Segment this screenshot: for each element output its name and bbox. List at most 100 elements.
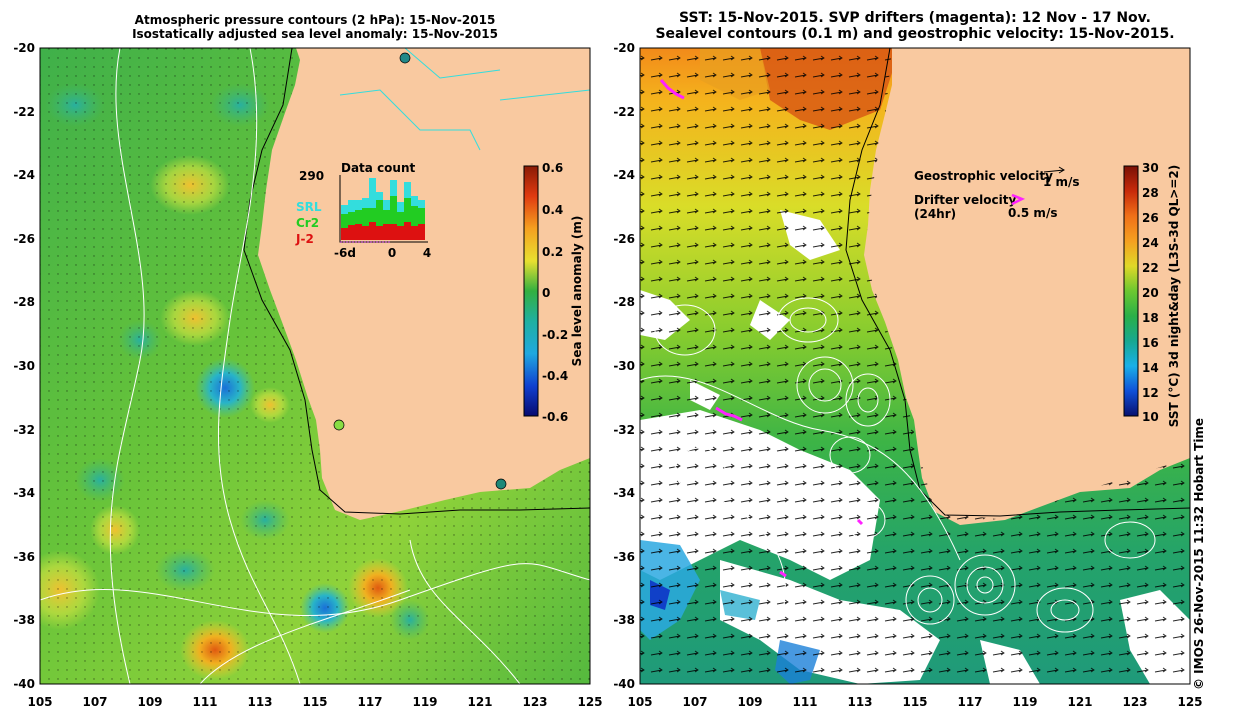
bar-srl xyxy=(397,202,404,212)
sealevel-contours xyxy=(640,297,1156,633)
bar-cr2 xyxy=(369,208,376,222)
left-map xyxy=(40,48,590,684)
left-map-title: Atmospheric pressure contours (2 hPa): 1… xyxy=(40,13,590,41)
bar-srl xyxy=(369,178,376,208)
right-map xyxy=(640,48,1190,684)
legend-srl: SRL xyxy=(296,200,322,214)
right-y-tick: -40 xyxy=(613,677,635,691)
right-y-tick: -30 xyxy=(613,359,635,373)
left-x-axis: 105 107 109 111 113 115 117 119 121 123 … xyxy=(27,695,602,709)
right-map-title: SST: 15-Nov-2015. SVP drifters (magenta)… xyxy=(640,10,1190,42)
drifter-scale: 0.5 m/s xyxy=(1008,206,1057,220)
right-x-tick: 125 xyxy=(1177,695,1202,709)
bar-cr2 xyxy=(383,210,390,224)
bar-cr2 xyxy=(418,208,425,224)
left-x-tick: 123 xyxy=(522,695,547,709)
left-x-tick: 111 xyxy=(192,695,217,709)
right-x-axis: 105 107 109 111 113 115 117 119 121 123 … xyxy=(627,695,1202,709)
data-count-title: Data count xyxy=(341,161,416,175)
right-x-tick: 109 xyxy=(737,695,762,709)
bar-j2 xyxy=(362,226,369,240)
left-x-tick: 119 xyxy=(412,695,437,709)
australia-land xyxy=(258,48,590,520)
bar-j2 xyxy=(390,224,397,240)
drifter-velocity-label: Drifter velocity xyxy=(914,193,1016,207)
sst-colorbar-tick: 12 xyxy=(1142,386,1159,400)
geostrophic-scale: 1 m/s xyxy=(1043,175,1080,189)
left-y-tick: -30 xyxy=(13,359,35,373)
bar-j2 xyxy=(383,224,390,240)
right-y-tick: -20 xyxy=(613,41,635,55)
right-y-tick: -24 xyxy=(613,168,635,182)
sst-colorbar-tick: 10 xyxy=(1142,410,1159,424)
left-y-tick: -20 xyxy=(13,41,35,55)
sst-colorbar: 30 28 26 24 22 20 18 16 14 12 10 SST (°C… xyxy=(1123,161,1181,428)
right-x-tick: 115 xyxy=(902,695,927,709)
left-y-tick: -26 xyxy=(13,232,35,246)
right-y-tick: -32 xyxy=(613,423,635,437)
left-y-tick: -36 xyxy=(13,550,35,564)
left-x-tick: 115 xyxy=(302,695,327,709)
right-title-line2: Sealevel contours (0.1 m) and geostrophi… xyxy=(655,26,1175,42)
right-map-frame xyxy=(639,47,1191,685)
left-y-tick: -28 xyxy=(13,295,35,309)
sla-colorbar-tick: 0 xyxy=(542,286,550,300)
svp-drifters xyxy=(659,79,864,578)
bar-j2 xyxy=(404,222,411,240)
right-y-tick: -36 xyxy=(613,550,635,564)
data-count-bars xyxy=(341,178,425,240)
bar-srl xyxy=(348,200,355,212)
bar-cr2 xyxy=(411,206,418,226)
bar-srl xyxy=(383,200,390,210)
left-y-axis: -20 -22 -24 -26 -28 -30 -32 -34 -36 -38 … xyxy=(13,41,35,691)
right-x-tick: 113 xyxy=(847,695,872,709)
bar-j2 xyxy=(376,226,383,240)
australia-land xyxy=(864,48,1190,525)
right-y-tick: -26 xyxy=(613,232,635,246)
left-y-tick: -32 xyxy=(13,423,35,437)
bar-j2 xyxy=(348,225,355,240)
left-x-tick: 121 xyxy=(467,695,492,709)
sst-colorbar-tick: 24 xyxy=(1142,236,1159,250)
right-x-tick: 111 xyxy=(792,695,817,709)
sla-colorbar: 0.6 0.4 0.2 0 -0.2 -0.4 -0.6 Sea level a… xyxy=(523,161,584,424)
bar-cr2 xyxy=(341,214,348,228)
bar-srl xyxy=(404,182,411,198)
data-count-inset: 290 Data count SRL Cr2 J-2 -6d 0 4 xyxy=(295,161,431,260)
bar-j2 xyxy=(369,222,376,240)
bar-srl xyxy=(362,198,369,208)
right-x-tick: 117 xyxy=(957,695,982,709)
left-x-tick: 109 xyxy=(137,695,162,709)
bar-cr2 xyxy=(348,212,355,225)
sla-colorbar-tick: -0.4 xyxy=(542,369,568,383)
bar-j2 xyxy=(418,224,425,240)
left-y-tick: -24 xyxy=(13,168,35,182)
sst-colorbar-label: SST (°C) 3d night&day (L3S-3d QL>=2) xyxy=(1167,165,1181,428)
bar-j2 xyxy=(355,224,362,240)
bar-cr2 xyxy=(376,200,383,226)
sla-colorbar-label: Sea level anomaly (m) xyxy=(570,216,584,367)
bar-srl xyxy=(341,205,348,214)
left-title-line2: Isostatically adjusted sea level anomaly… xyxy=(132,27,498,41)
sst-colorbar-tick: 16 xyxy=(1142,336,1159,350)
bar-j2 xyxy=(341,228,348,240)
copyright-notice: © IMOS 26-Nov-2015 11:32 Hobart Time xyxy=(1192,417,1206,690)
left-title-line1: Atmospheric pressure contours (2 hPa): 1… xyxy=(134,13,496,27)
bar-srl xyxy=(390,180,397,196)
data-count-max-label: 290 xyxy=(299,169,324,183)
bar-cr2 xyxy=(390,196,397,224)
sla-colorbar-tick: 0.4 xyxy=(542,203,563,217)
right-title-line1: SST: 15-Nov-2015. SVP drifters (magenta)… xyxy=(679,10,1151,26)
bar-cr2 xyxy=(404,198,411,222)
right-y-tick: -28 xyxy=(613,295,635,309)
bar-j2 xyxy=(411,226,418,240)
right-x-tick: 123 xyxy=(1122,695,1147,709)
left-map-frame xyxy=(39,47,591,685)
sst-colorbar-scale xyxy=(1123,165,1139,417)
sst-colorbar-tick: 30 xyxy=(1142,161,1159,175)
sla-colorbar-tick: -0.2 xyxy=(542,328,568,342)
drifter-velocity-period: (24hr) xyxy=(914,207,956,221)
right-y-axis: -20 -22 -24 -26 -28 -30 -32 -34 -36 -38 … xyxy=(613,41,635,691)
left-x-tick: 107 xyxy=(82,695,107,709)
